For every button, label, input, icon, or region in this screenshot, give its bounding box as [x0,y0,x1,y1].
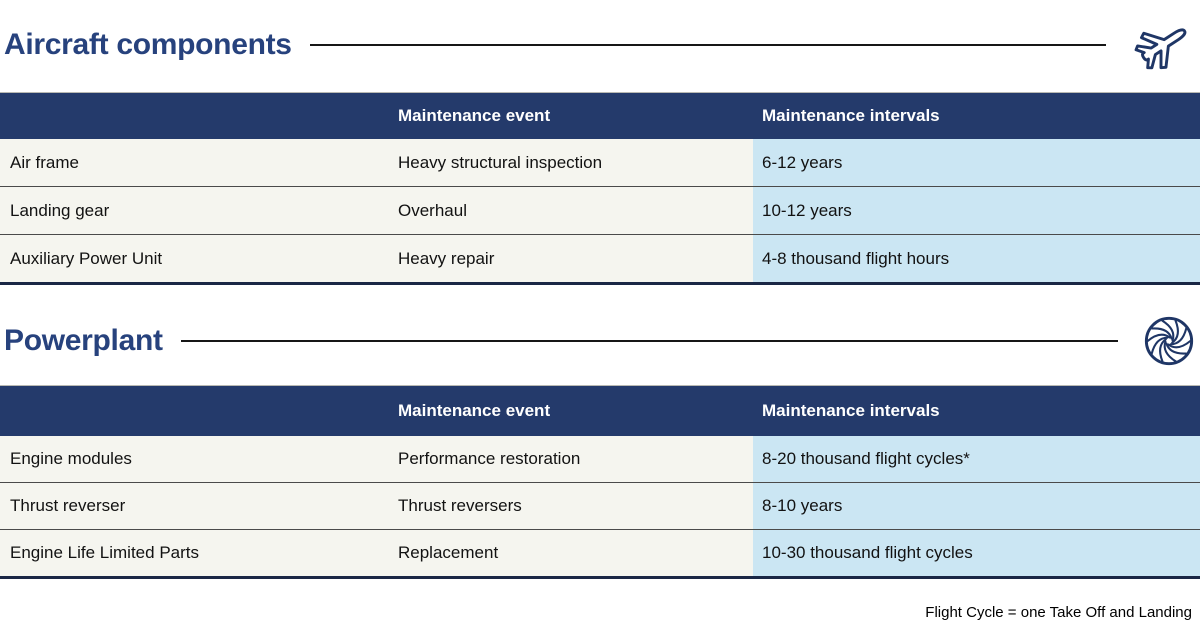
cell-interval: 10-12 years [753,187,1200,234]
col-header-maintenance-event: Maintenance event [398,106,551,125]
cell-component: Auxiliary Power Unit [10,248,163,268]
cell-component: Thrust reverser [10,496,126,515]
cell-component: Engine modules [10,449,132,468]
cell-interval: 8-10 years [753,483,1200,529]
section-header-powerplant: Powerplant [0,309,1200,373]
cell-event: Overhaul [398,200,467,220]
table-row: Auxiliary Power Unit Heavy repair 4-8 th… [0,234,1200,282]
table-header-row: Maintenance event Maintenance intervals [0,386,1200,436]
cell-event: Replacement [398,543,499,562]
powerplant-table: Maintenance event Maintenance intervals … [0,385,1200,579]
table-row: Engine modules Performance restoration 8… [0,436,1200,482]
col-header-maintenance-event: Maintenance event [398,401,551,420]
section-title-aircraft: Aircraft components [4,28,292,61]
table-row: Landing gear Overhaul 10-12 years [0,186,1200,234]
cell-component: Air frame [10,152,79,172]
footnote: Flight Cycle = one Take Off and Landing [925,604,1192,621]
divider-line [180,340,1118,342]
table-row: Air frame Heavy structural inspection 6-… [0,139,1200,186]
cell-component: Engine Life Limited Parts [10,543,199,562]
table-row: Thrust reverser Thrust reversers 8-10 ye… [0,482,1200,529]
section-title-powerplant: Powerplant [4,324,163,357]
col-header-maintenance-intervals: Maintenance intervals [762,401,940,420]
cell-interval: 6-12 years [753,139,1200,186]
table-row: Engine Life Limited Parts Replacement 10… [0,529,1200,576]
cell-event: Heavy repair [398,248,495,268]
cell-component: Landing gear [10,200,110,220]
turbofan-icon [1144,316,1194,366]
divider-line [309,44,1106,46]
col-header-maintenance-intervals: Maintenance intervals [762,106,940,125]
col-header-component [0,93,398,139]
plane-takeoff-icon [1134,28,1187,70]
cell-interval: 10-30 thousand flight cycles [753,530,1200,576]
table-header-row: Maintenance event Maintenance intervals [0,93,1200,139]
cell-interval: 4-8 thousand flight hours [753,235,1200,282]
cell-event: Performance restoration [398,449,581,468]
cell-event: Thrust reversers [398,496,522,515]
cell-interval: 8-20 thousand flight cycles* [753,436,1200,482]
section-header-aircraft: Aircraft components [0,13,1200,77]
aircraft-components-table: Maintenance event Maintenance intervals … [0,92,1200,285]
cell-event: Heavy structural inspection [398,152,603,172]
col-header-component [0,386,398,436]
